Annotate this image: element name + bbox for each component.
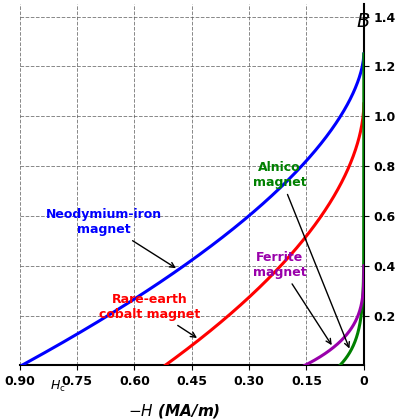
Text: Ferrite
magnet: Ferrite magnet [253,251,331,344]
Text: Alnico
magnet: Alnico magnet [253,161,349,347]
Text: $B$: $B$ [356,12,370,31]
Text: $-H$ (MA/m): $-H$ (MA/m) [128,402,221,420]
Text: Neodymium-iron
magnet: Neodymium-iron magnet [46,208,175,268]
Text: Rare-earth
cobalt magnet: Rare-earth cobalt magnet [99,293,200,337]
Text: $H_\mathrm{c}$: $H_\mathrm{c}$ [50,379,66,394]
